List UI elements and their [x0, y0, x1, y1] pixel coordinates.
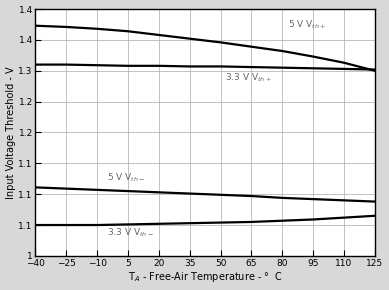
Text: 3.3 V V$_{th-}$: 3.3 V V$_{th-}$: [107, 226, 154, 239]
Text: 5 V V$_{th+}$: 5 V V$_{th+}$: [289, 18, 327, 31]
Text: 3.3 V V$_{th+}$: 3.3 V V$_{th+}$: [225, 72, 272, 84]
Text: 5 V V$_{th-}$: 5 V V$_{th-}$: [107, 171, 145, 184]
X-axis label: T$_A$ - Free-Air Temperature - °  C: T$_A$ - Free-Air Temperature - ° C: [128, 271, 283, 284]
Y-axis label: Input Voltage Threshold - V: Input Voltage Threshold - V: [5, 66, 16, 199]
